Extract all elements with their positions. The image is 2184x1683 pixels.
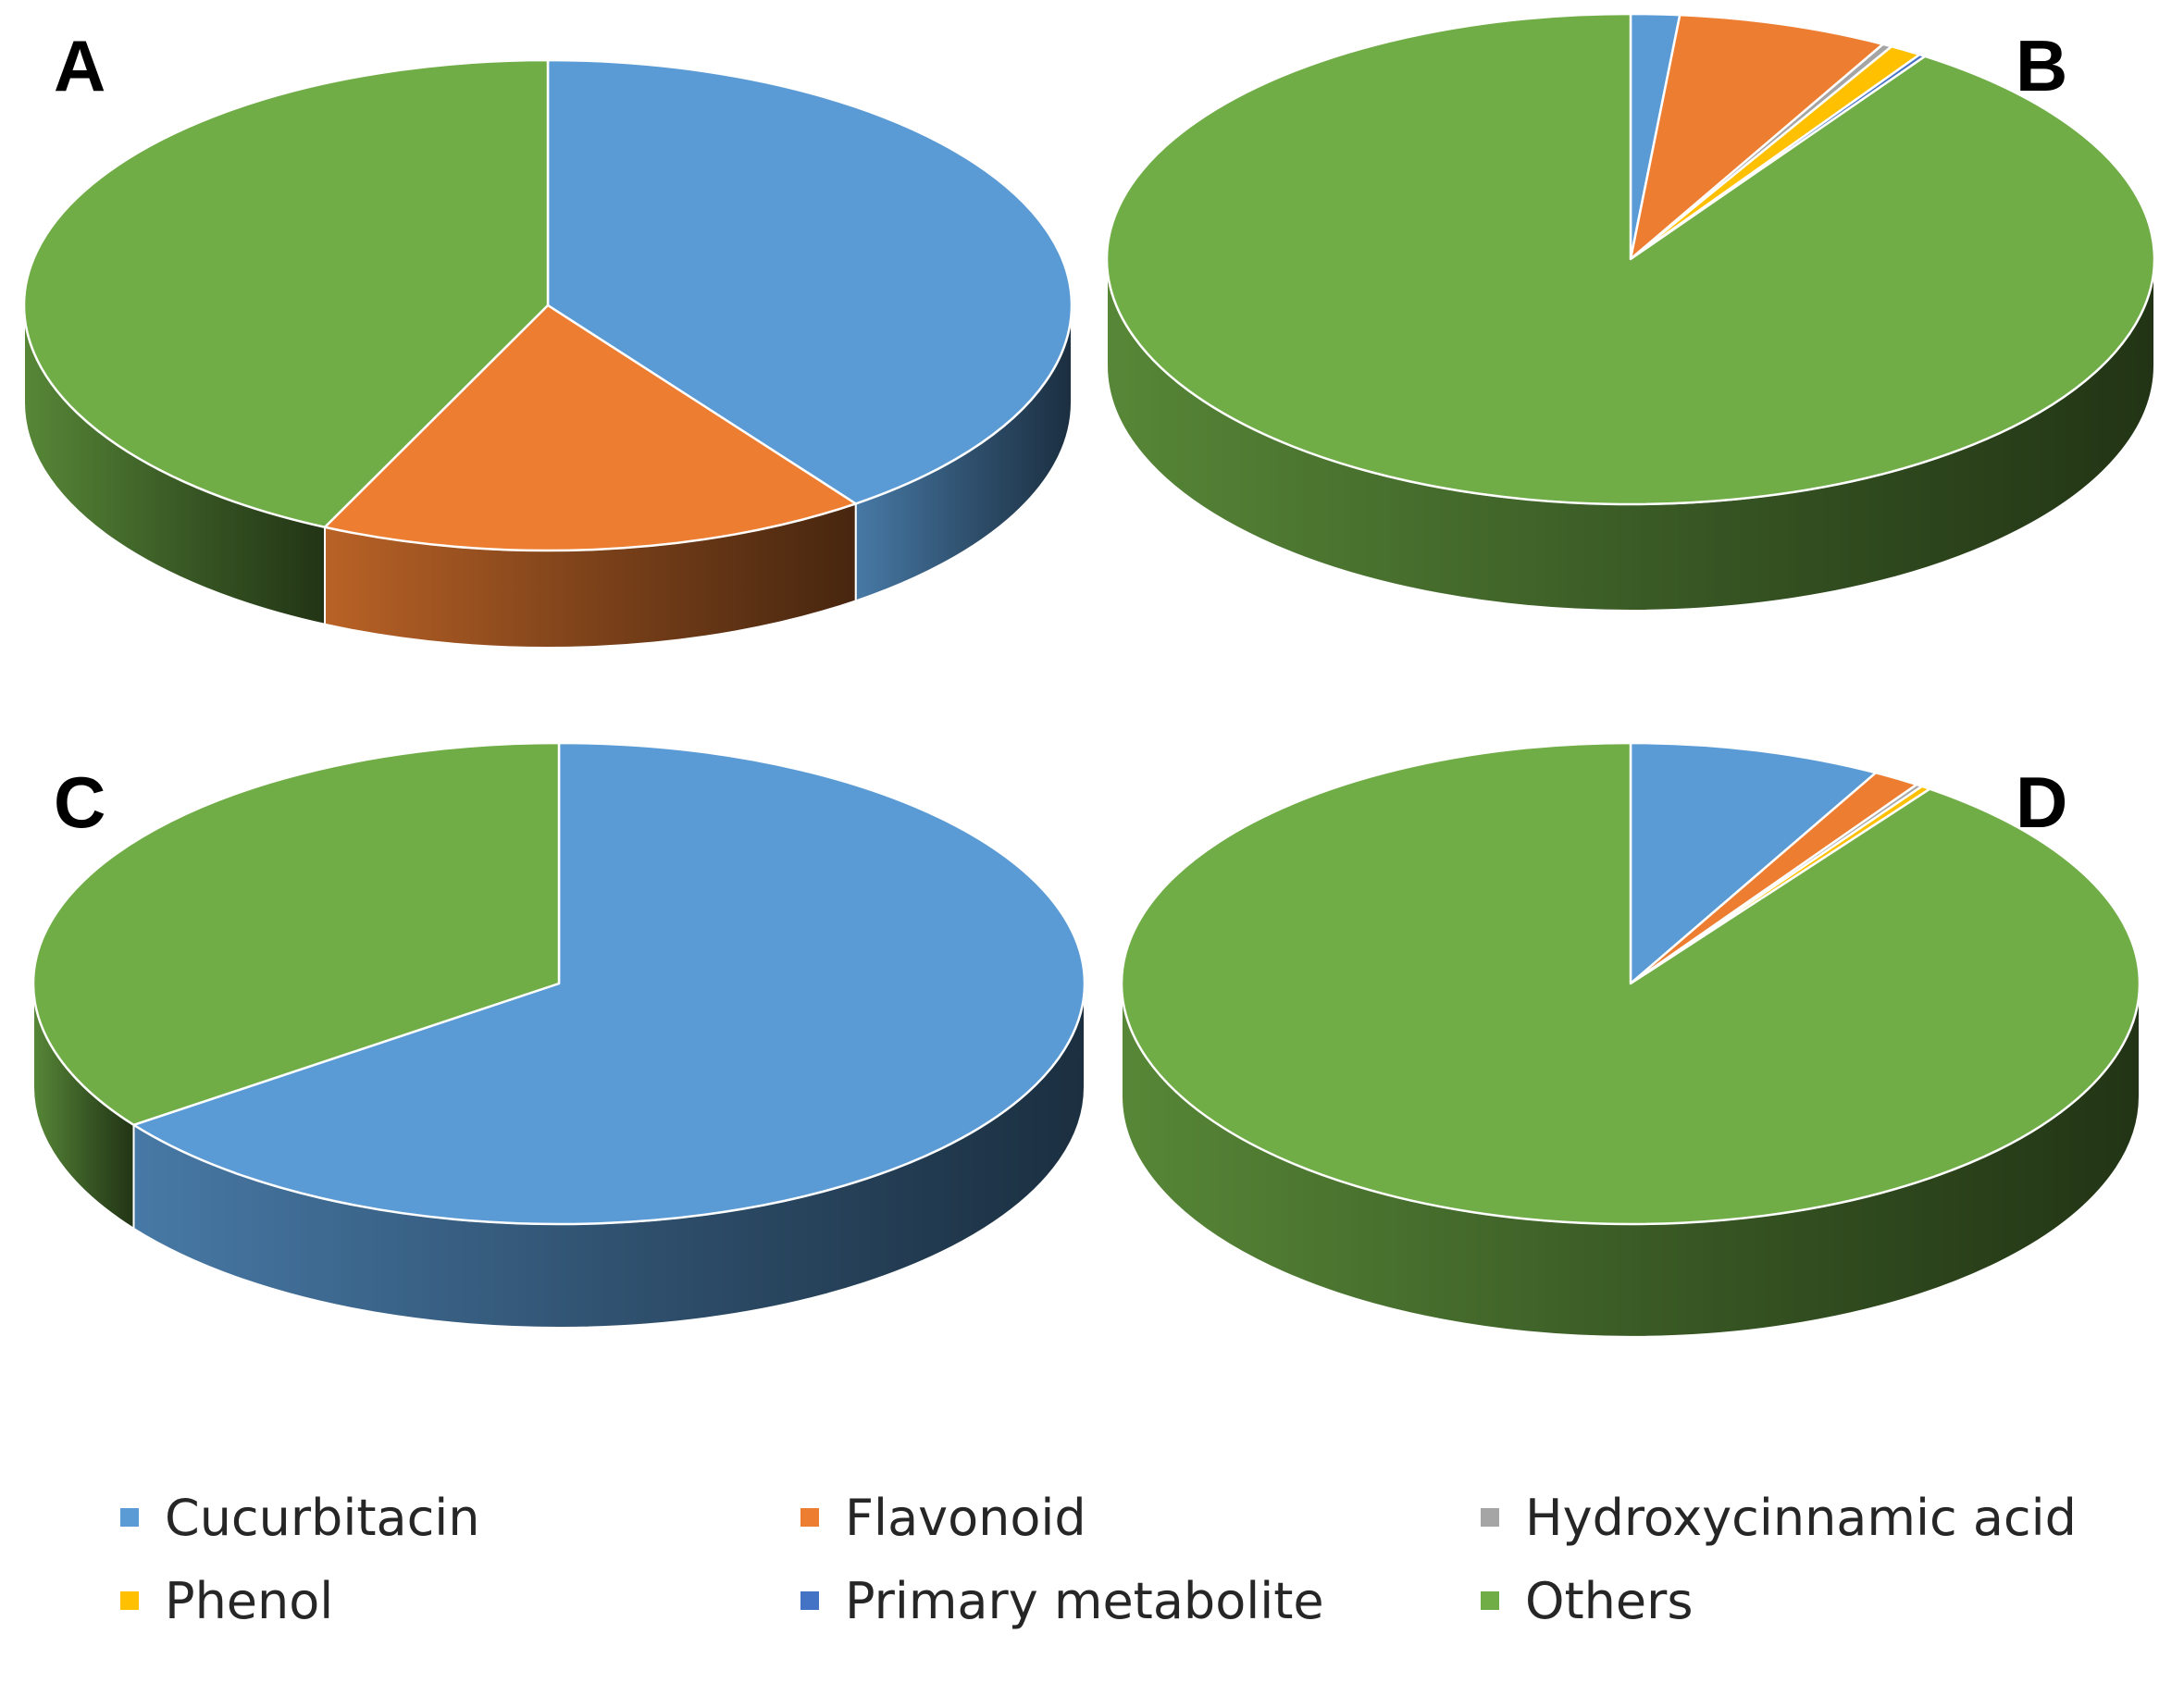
legend-swatch-phenol [120, 1591, 139, 1610]
pie-c-slice-others [31, 741, 561, 1127]
pie-a-slice-flavonoid [323, 303, 857, 552]
pie-chart-b [1105, 12, 2156, 612]
pie-chart-d [1120, 741, 2141, 1338]
pie-a-slice-cucurbitacin [546, 58, 1073, 505]
legend: Cucurbitacin Flavonoid Hydroxycinnamic a… [120, 1488, 2156, 1638]
pie-chart-a [22, 58, 1073, 649]
panel-label-a: A [54, 25, 106, 106]
legend-label: Others [1525, 1571, 1694, 1630]
legend-swatch-cucurbitacin [120, 1508, 139, 1527]
legend-item-primary-metabolite: Primary metabolite [800, 1571, 1324, 1630]
legend-item-cucurbitacin: Cucurbitacin [120, 1488, 480, 1547]
legend-label: Phenol [165, 1571, 334, 1630]
pie-b-slice-flavonoid [1629, 13, 1884, 261]
pie-charts-svg [22, 12, 2156, 1338]
legend-item-others: Others [1481, 1571, 1694, 1630]
pie-b-slice-others [1105, 12, 2156, 506]
legend-swatch-primary-metabolite [800, 1591, 819, 1610]
legend-swatch-hydroxycinnamic-acid [1481, 1508, 1499, 1527]
panel-label-c: C [54, 761, 106, 843]
pie-chart-c [31, 741, 1086, 1329]
pie-d-slice-cucurbitacin [1629, 741, 1878, 985]
legend-item-phenol: Phenol [120, 1571, 334, 1630]
legend-label: Cucurbitacin [165, 1488, 480, 1547]
pie-c-slice-cucurbitacin [132, 741, 1086, 1226]
legend-label: Primary metabolite [845, 1571, 1324, 1630]
legend-item-hydroxycinnamic-acid: Hydroxycinnamic acid [1481, 1488, 2077, 1547]
pie-a-slice-others [22, 58, 550, 529]
panel-label-b: B [2016, 25, 2068, 106]
pie-d-slice-others [1120, 741, 2141, 1226]
legend-swatch-others [1481, 1591, 1499, 1610]
panel-label-d: D [2016, 761, 2068, 843]
legend-label: Flavonoid [845, 1488, 1086, 1547]
legend-label: Hydroxycinnamic acid [1525, 1488, 2077, 1547]
legend-item-flavonoid: Flavonoid [800, 1488, 1086, 1547]
legend-swatch-flavonoid [800, 1508, 819, 1527]
